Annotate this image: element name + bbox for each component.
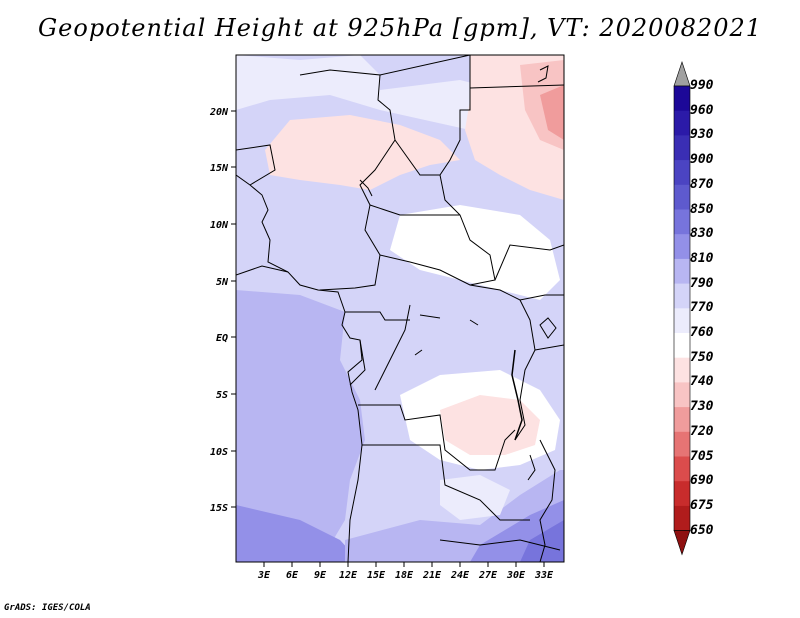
colorbar-swatch bbox=[674, 160, 690, 186]
colorbar-swatch bbox=[674, 283, 690, 309]
colorbar-swatch bbox=[674, 234, 690, 260]
y-tick-label: 10S bbox=[210, 447, 228, 458]
colorbar-level-label: 705 bbox=[690, 448, 714, 464]
colorbar-swatch bbox=[674, 308, 690, 334]
x-tick-labels: 3E 6E 9E 12E 15E 18E 21E 24E 27E 30E 33E bbox=[257, 570, 554, 581]
x-tick-label: 27E bbox=[478, 570, 498, 581]
border-chad-car bbox=[369, 204, 460, 216]
colorbar-level-label: 990 bbox=[690, 78, 714, 93]
border-niger-chad bbox=[394, 139, 440, 176]
y-tick-label: 10N bbox=[210, 220, 229, 231]
colorbar-swatch bbox=[674, 110, 690, 136]
colorbar-swatch bbox=[674, 407, 690, 433]
colorbar-level-label: 675 bbox=[690, 497, 714, 513]
colorbar-swatch bbox=[674, 209, 690, 235]
tick-marks bbox=[231, 110, 545, 567]
colorbar-level-label: 690 bbox=[690, 473, 714, 489]
colorbar-arrow-bottom bbox=[673, 530, 691, 556]
field-southwest-low bbox=[236, 505, 360, 562]
colorbar-swatch bbox=[674, 382, 690, 408]
border-congo-drc bbox=[374, 304, 411, 391]
field-northeast-highest bbox=[540, 85, 564, 140]
y-tick-label: 20N bbox=[209, 107, 229, 118]
colorbar-swatch bbox=[674, 481, 690, 507]
colorbar-level-label: 740 bbox=[690, 374, 714, 390]
y-tick-label: 15S bbox=[210, 503, 228, 514]
border-great-lakes bbox=[514, 299, 536, 441]
border-libya bbox=[379, 55, 471, 76]
colorbar-swatch bbox=[674, 505, 690, 531]
colorbar-swatch bbox=[674, 86, 690, 112]
chart-title: Geopotential Height at 925hPa [gpm], VT:… bbox=[38, 14, 762, 42]
colorbar-swatch bbox=[674, 258, 690, 284]
colorbar-arrow-top bbox=[673, 61, 691, 87]
border-southern bbox=[439, 539, 561, 551]
lake-victoria bbox=[539, 317, 557, 339]
colorbar-level-label: 930 bbox=[690, 127, 714, 143]
border-mali-burkina bbox=[236, 144, 276, 186]
map-frame bbox=[235, 54, 565, 563]
x-tick-label: 24E bbox=[450, 570, 470, 581]
y-tick-label: 5N bbox=[216, 277, 229, 288]
colorbar-level-label: 750 bbox=[690, 349, 714, 365]
colorbar-swatch bbox=[674, 456, 690, 482]
field-ocean-low bbox=[236, 290, 365, 562]
field-southeast-lower bbox=[520, 520, 564, 562]
x-tick-label: 33E bbox=[534, 570, 554, 581]
country-borders bbox=[236, 55, 564, 562]
field-sahel-high bbox=[265, 115, 460, 190]
footer-credit: GrADS: IGES/COLA bbox=[4, 603, 91, 613]
gulf-coastline bbox=[236, 265, 289, 276]
colorbar-level-label: 650 bbox=[690, 522, 714, 538]
colorbar-swatch bbox=[674, 431, 690, 457]
lake-tanganyika bbox=[511, 349, 523, 441]
colorbar-level-label: 960 bbox=[690, 102, 714, 118]
y-tick-label: EQ bbox=[216, 333, 228, 344]
colorbar-level-label: 720 bbox=[690, 423, 714, 439]
field-central-neutral bbox=[390, 205, 560, 300]
border-car-drc bbox=[379, 254, 564, 301]
colorbar-swatch bbox=[674, 333, 690, 359]
colorbar-swatch bbox=[674, 357, 690, 383]
colorbar-level-label: 730 bbox=[690, 399, 714, 415]
colorbar-swatch bbox=[674, 135, 690, 161]
border-chad-sudan bbox=[439, 55, 496, 286]
border-angola-drc bbox=[358, 404, 516, 471]
colorbar-level-label: 760 bbox=[690, 325, 714, 340]
x-tick-label: 12E bbox=[339, 570, 358, 581]
x-tick-label: 9E bbox=[314, 570, 327, 581]
border-egypt-sudan bbox=[469, 84, 564, 89]
y-tick-label: 15N bbox=[210, 163, 229, 174]
x-tick-label: 6E bbox=[286, 570, 299, 581]
border-gabon-cameroon bbox=[345, 311, 410, 321]
border-gabon-congo bbox=[349, 339, 366, 386]
border-malawi-moz bbox=[539, 439, 556, 562]
lake-nasser bbox=[537, 65, 549, 83]
lake-chad bbox=[359, 179, 373, 197]
river-marks bbox=[414, 314, 479, 356]
colorbar-level-label: 900 bbox=[690, 152, 714, 168]
border-niger-nigeria bbox=[299, 69, 396, 291]
x-tick-label: 18E bbox=[395, 570, 414, 581]
colorbar-level-label: 790 bbox=[690, 275, 714, 291]
border-zambia bbox=[362, 444, 530, 521]
x-tick-label: 21E bbox=[422, 570, 442, 581]
border-south-sudan bbox=[494, 244, 564, 281]
y-tick-label: 5S bbox=[216, 390, 228, 401]
y-tick-labels: 20N 15N 10N 5N EQ 5S 10S 15S bbox=[209, 107, 229, 514]
border-uganda-kenya bbox=[534, 344, 564, 351]
lake-malawi bbox=[527, 454, 536, 481]
colorbar-level-label: 770 bbox=[690, 300, 714, 316]
x-tick-label: 3E bbox=[257, 570, 271, 581]
colorbar-level-label: 870 bbox=[690, 176, 714, 192]
x-tick-label: 30E bbox=[506, 570, 526, 581]
colorbar-level-label: 810 bbox=[690, 250, 714, 266]
colorbar-level-label: 850 bbox=[690, 201, 714, 217]
colorbar-level-label: 830 bbox=[690, 226, 714, 242]
height-field bbox=[236, 55, 564, 562]
colorbar-swatch bbox=[674, 184, 690, 210]
colorbar bbox=[673, 61, 691, 556]
x-tick-label: 15E bbox=[367, 570, 386, 581]
